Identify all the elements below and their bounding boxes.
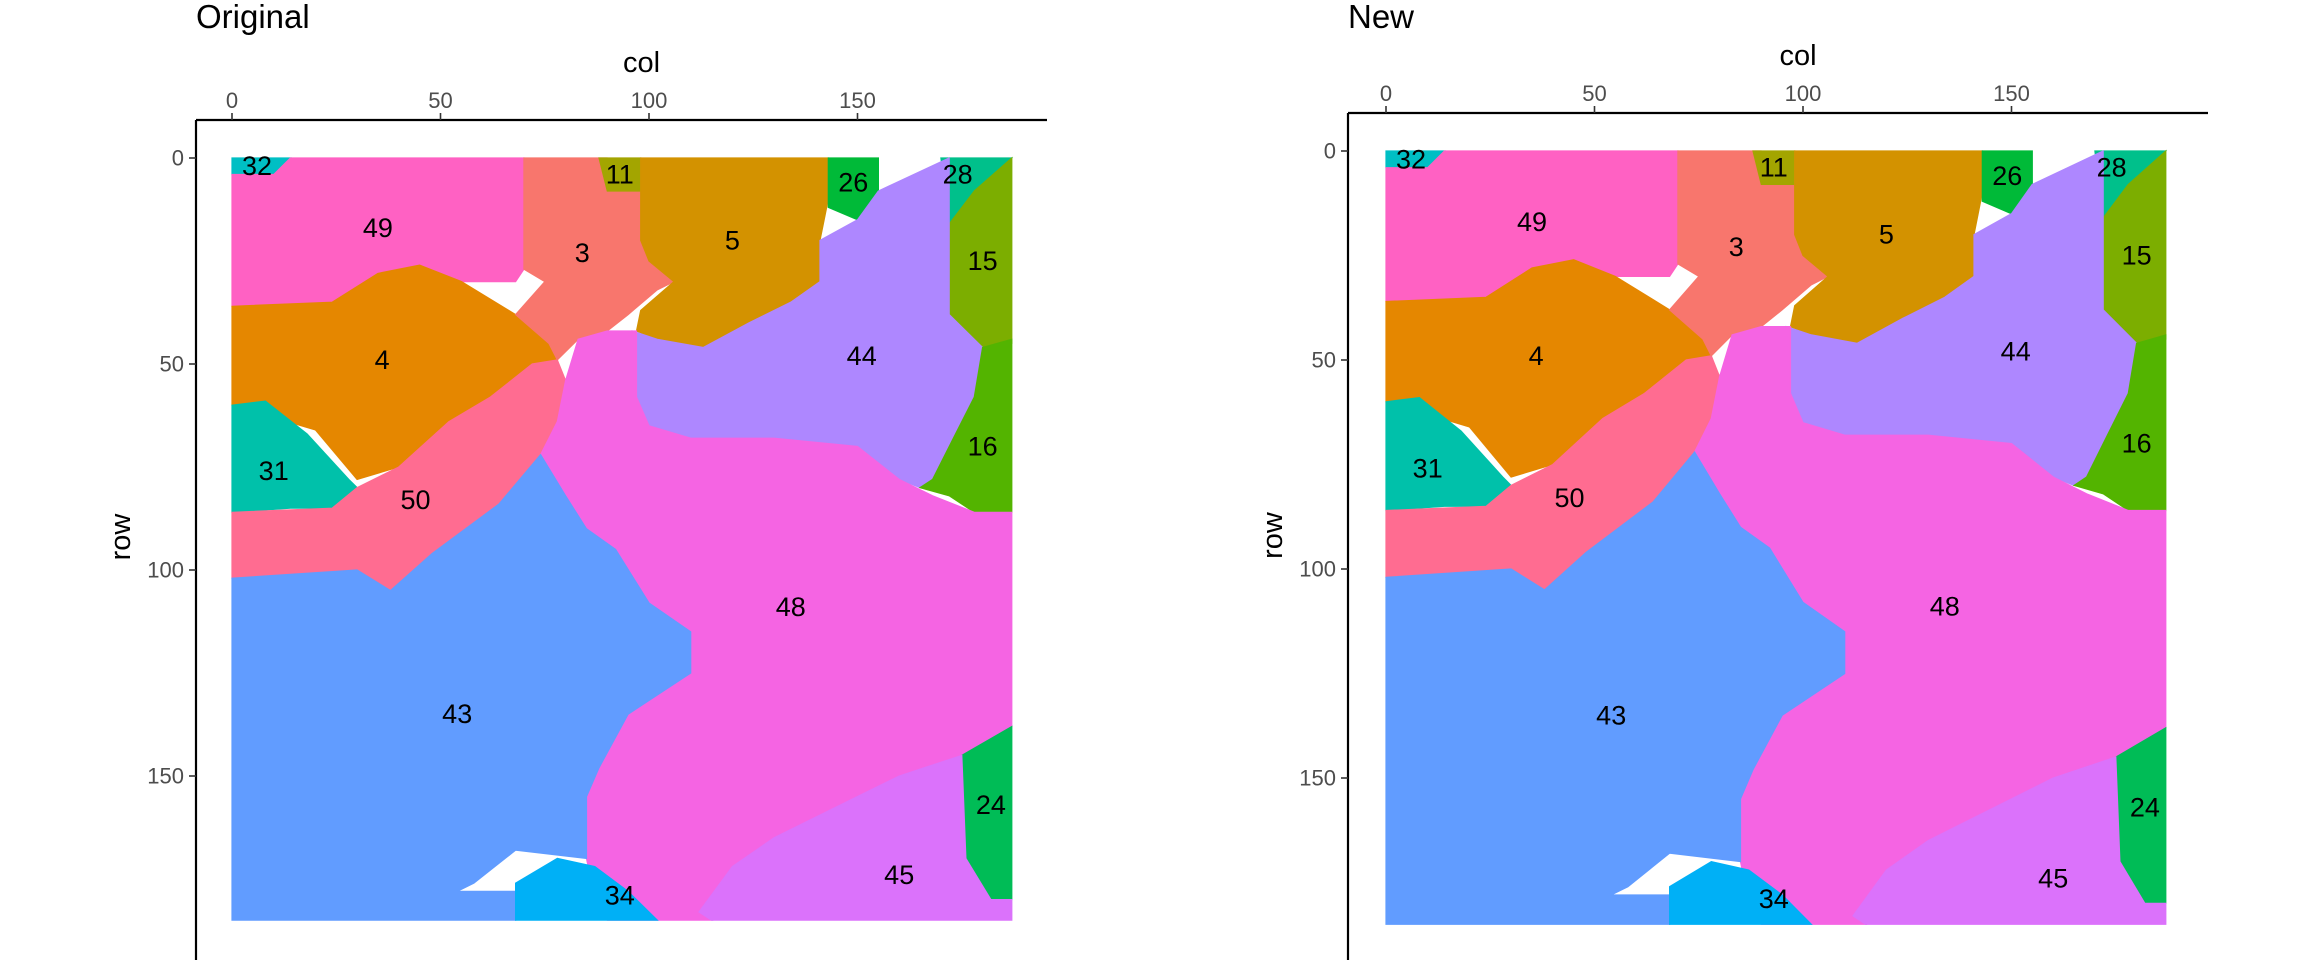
- region-label-31: 31: [1413, 454, 1443, 484]
- x-tick-label: 50: [428, 88, 452, 113]
- region-label-4: 4: [1529, 341, 1544, 371]
- region-34: [514, 857, 659, 921]
- x-tick-label: 50: [1582, 81, 1606, 106]
- region-label-15: 15: [2122, 241, 2152, 271]
- region-label-28: 28: [943, 160, 973, 190]
- region-label-45: 45: [884, 860, 914, 890]
- region-43: [1385, 450, 1846, 925]
- x-tick-label: 100: [1785, 81, 1822, 106]
- region-16: [918, 338, 1013, 513]
- region-label-26: 26: [1992, 161, 2022, 191]
- region-label-15: 15: [968, 246, 998, 276]
- region-label-48: 48: [1930, 592, 1960, 622]
- panel-title: New: [1348, 0, 1414, 35]
- x-tick-label: 150: [839, 88, 876, 113]
- region-label-44: 44: [2001, 337, 2031, 367]
- region-label-24: 24: [2130, 792, 2160, 822]
- x-tick-label: 0: [1380, 81, 1392, 106]
- y-axis-title: row: [1257, 511, 1289, 559]
- region-label-11: 11: [606, 160, 634, 190]
- region-label-11: 11: [1760, 153, 1788, 183]
- x-tick-label: 150: [1993, 81, 2030, 106]
- x-axis-title: col: [1779, 40, 1816, 72]
- region-label-4: 4: [375, 345, 390, 375]
- y-tick-label: 50: [1312, 348, 1336, 373]
- y-tick-label: 0: [172, 146, 184, 171]
- region-label-49: 49: [363, 213, 393, 243]
- region-label-24: 24: [976, 790, 1006, 820]
- region-16: [2072, 334, 2167, 512]
- region-45: [1852, 756, 2167, 925]
- region-label-26: 26: [838, 168, 868, 198]
- region-label-3: 3: [1729, 232, 1744, 262]
- y-tick-label: 50: [160, 352, 184, 377]
- panel-original: 32 49 4 31 50 3 11 5 26 28 15 44 16 48 43 34 24 45 0 50 100 1…: [105, 0, 1047, 960]
- region-label-50: 50: [400, 485, 430, 515]
- region-label-32: 32: [1396, 144, 1426, 174]
- y-tick-label: 0: [1324, 139, 1336, 164]
- region-label-5: 5: [725, 225, 740, 255]
- region-45: [698, 754, 1013, 921]
- x-axis-title: col: [623, 47, 660, 79]
- region-34: [1668, 860, 1813, 925]
- y-tick-label: 150: [1299, 766, 1336, 791]
- region-label-31: 31: [259, 456, 289, 486]
- region-label-45: 45: [2038, 863, 2068, 893]
- region-label-34: 34: [1759, 884, 1789, 914]
- region-label-32: 32: [242, 151, 272, 181]
- y-tick-label: 100: [147, 558, 184, 583]
- region-label-5: 5: [1879, 220, 1894, 250]
- region-label-16: 16: [2122, 429, 2152, 459]
- region-label-3: 3: [575, 238, 590, 268]
- region-label-16: 16: [968, 431, 998, 461]
- region-label-48: 48: [776, 592, 806, 622]
- region-label-50: 50: [1554, 483, 1584, 513]
- region-label-43: 43: [442, 699, 472, 729]
- x-tick-label: 100: [631, 88, 668, 113]
- region-label-34: 34: [605, 881, 635, 911]
- region-label-44: 44: [847, 341, 877, 371]
- region-label-28: 28: [2097, 153, 2127, 183]
- region-43: [231, 453, 692, 921]
- y-tick-label: 100: [1299, 557, 1336, 582]
- x-tick-label: 0: [226, 88, 238, 113]
- y-axis-title: row: [105, 513, 137, 561]
- y-tick-label: 150: [147, 764, 184, 789]
- panel-new: 32 49 4 31 50 3 11 5 26 28 15 44 16 48 43 34 24 45 0 50 100 1…: [1257, 0, 2208, 960]
- panel-title: Original: [196, 0, 310, 35]
- region-label-43: 43: [1596, 700, 1626, 730]
- region-label-49: 49: [1517, 207, 1547, 237]
